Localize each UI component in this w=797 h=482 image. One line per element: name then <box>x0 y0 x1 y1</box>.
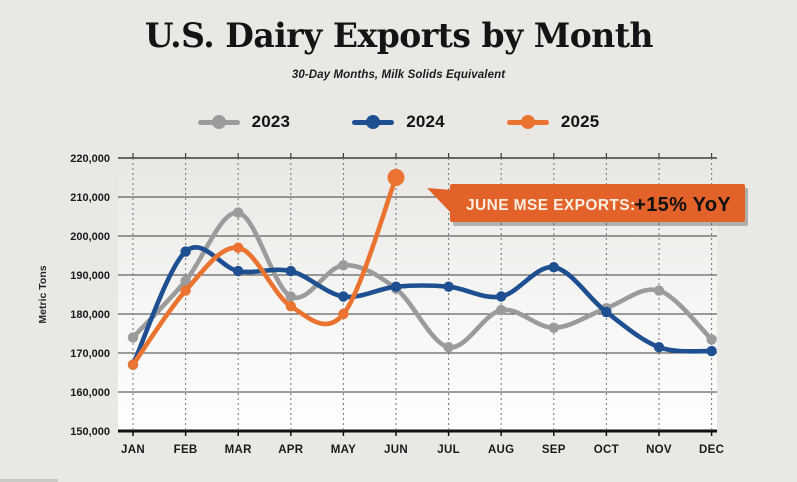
x-axis-label: FEB <box>174 444 198 456</box>
y-axis-tick-label: 180,000 <box>70 309 110 321</box>
series-point-2024 <box>443 281 454 292</box>
bottom-left-strip <box>0 479 58 482</box>
series-point-2024 <box>653 342 665 353</box>
x-axis-label: APR <box>278 444 304 456</box>
series-point-2023 <box>706 334 717 345</box>
legend-swatch-2025-icon <box>506 115 549 129</box>
y-axis-tick-label: 160,000 <box>70 387 110 399</box>
legend-item-2024: 2024 <box>352 112 445 132</box>
legend-label-2024: 2024 <box>406 112 445 131</box>
subtitle-row: 30-Day Months, Milk Solids Equivalent <box>0 69 797 81</box>
title-row: U.S. Dairy Exports by Month <box>0 16 797 56</box>
legend-swatch-2023-icon <box>197 115 240 129</box>
callout-box <box>450 184 745 222</box>
series-point-2024 <box>706 345 717 357</box>
legend-dot-2024-icon <box>366 115 381 129</box>
series-point-2023 <box>180 275 191 287</box>
series-point-2023 <box>338 260 349 271</box>
series-point-2025 <box>338 308 349 320</box>
x-axis-label: MAY <box>331 444 356 456</box>
legend-swatch-2024-icon <box>352 115 395 129</box>
series-point-2025 <box>285 301 296 312</box>
y-axis-tick-label: 220,000 <box>70 153 110 165</box>
x-axis-label: MAR <box>225 444 252 456</box>
series-point-2024 <box>285 265 296 277</box>
y-axis-title: Metric Tons <box>37 265 49 323</box>
series-highlight-point-2025 <box>387 169 405 186</box>
series-point-2025 <box>180 285 191 296</box>
chart-title: U.S. Dairy Exports by Month <box>144 16 653 56</box>
chart-subtitle: 30-Day Months, Milk Solids Equivalent <box>291 69 506 81</box>
series-point-2023 <box>443 342 454 353</box>
x-axis-label: AUG <box>488 444 514 456</box>
series-point-2024 <box>338 291 349 302</box>
y-axis-tick-label: 190,000 <box>70 270 110 282</box>
y-axis-tick-label: 200,000 <box>70 231 110 243</box>
series-point-2023 <box>653 285 665 296</box>
series-point-2025 <box>233 242 244 253</box>
series-point-2023 <box>127 332 139 343</box>
x-axis-label: SEP <box>542 444 566 456</box>
series-point-2024 <box>233 265 244 277</box>
y-axis-tick-label: 210,000 <box>70 192 110 204</box>
series-point-2023 <box>233 207 244 218</box>
series-point-2024 <box>601 306 612 318</box>
legend-item-2025: 2025 <box>506 112 600 132</box>
x-axis-label: JUL <box>437 444 460 456</box>
x-axis-label: OCT <box>594 444 619 456</box>
series-point-2025 <box>127 359 139 370</box>
callout-label: JUNE MSE EXPORTS: <box>466 197 636 214</box>
x-axis-label: NOV <box>646 444 672 456</box>
series-point-2023 <box>285 291 296 302</box>
legend-dot-2025-icon <box>520 115 535 129</box>
callout-value: +15% YoY <box>634 194 731 216</box>
y-axis-tick-label: 150,000 <box>70 426 110 438</box>
legend-label-2025: 2025 <box>560 112 600 131</box>
series-point-2023 <box>548 322 559 333</box>
callout-pointer-icon <box>427 188 452 214</box>
legend-label-2023: 2023 <box>251 112 291 131</box>
legend: 2023 2024 2025 <box>0 112 797 132</box>
x-axis-label: JUN <box>384 444 408 456</box>
series-point-2024 <box>548 262 559 273</box>
series-point-2024 <box>496 291 507 302</box>
x-axis-label: DEC <box>699 444 724 456</box>
series-point-2024 <box>390 281 402 292</box>
legend-dot-2023-icon <box>211 115 226 129</box>
legend-item-2023: 2023 <box>197 112 291 132</box>
series-line-2025 <box>130 175 399 367</box>
x-axis-label: JAN <box>121 444 145 456</box>
y-axis-tick-label: 170,000 <box>70 348 110 360</box>
series-point-2023 <box>496 304 507 316</box>
series-point-2024 <box>180 246 191 257</box>
